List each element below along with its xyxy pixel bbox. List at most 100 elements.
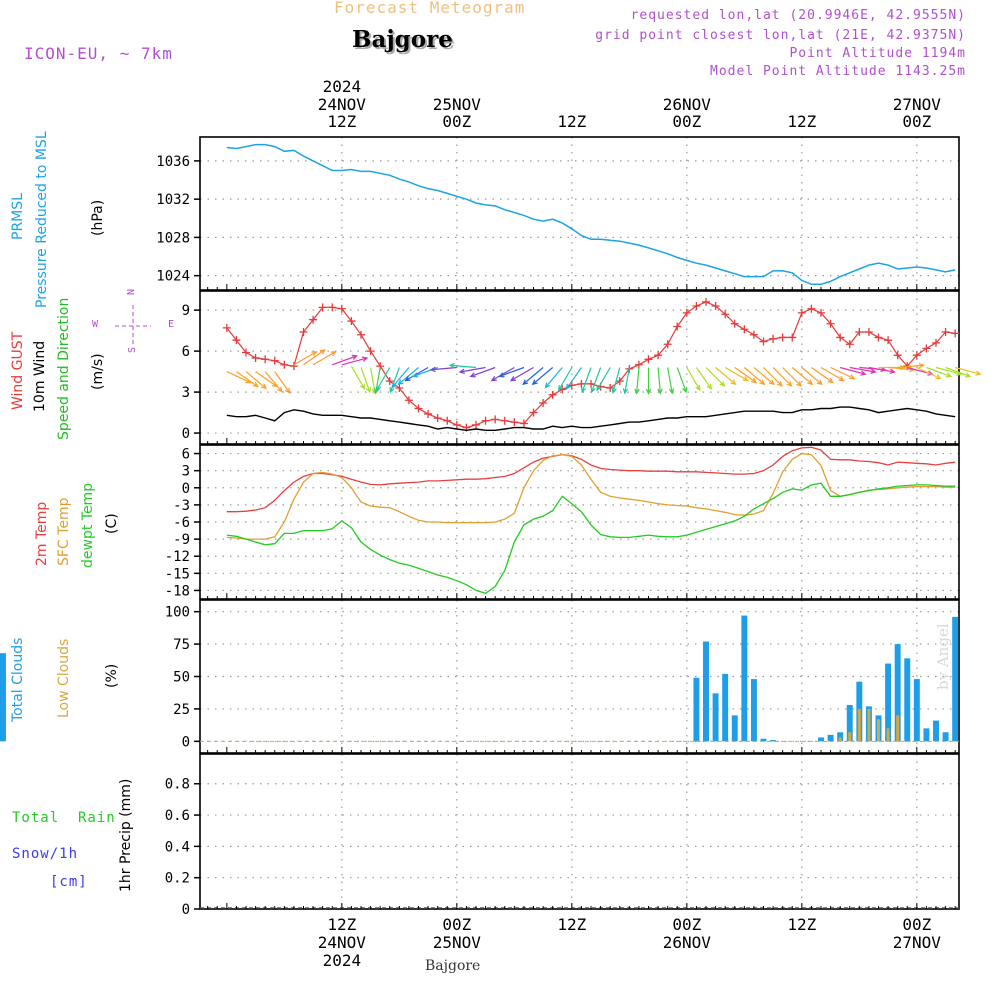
wind-arrow bbox=[581, 367, 592, 394]
gust-point bbox=[385, 377, 394, 386]
y-tick-label: 1024 bbox=[156, 269, 190, 285]
wind-arrow bbox=[849, 366, 877, 374]
bottom-hour-label: 12Z bbox=[787, 915, 816, 934]
gust-point bbox=[855, 327, 864, 336]
gust-point bbox=[404, 396, 413, 405]
footer-location: Bajgore bbox=[425, 958, 481, 974]
bottom-date-label: 27NOV bbox=[893, 933, 942, 952]
y-tick-label: 0.4 bbox=[165, 839, 190, 855]
precip-axis-title: 1hr Precip (mm) bbox=[118, 778, 134, 892]
sfc-temp-line bbox=[226, 452, 956, 540]
wind-arrow bbox=[840, 366, 867, 376]
gust-point bbox=[424, 409, 433, 418]
wind-arrow bbox=[531, 367, 554, 386]
total-cloud-bar bbox=[846, 705, 853, 742]
gust-point bbox=[443, 416, 452, 425]
wind-arrow bbox=[448, 362, 477, 369]
location-title: Bajgore bbox=[352, 26, 453, 53]
gust-point bbox=[366, 347, 375, 356]
gust-point bbox=[519, 419, 528, 428]
wind-arrow bbox=[657, 367, 663, 395]
y-tick-label: 0.6 bbox=[165, 808, 190, 824]
gust-point bbox=[587, 379, 595, 388]
gust-line bbox=[226, 301, 956, 429]
panel-frames bbox=[199, 136, 960, 910]
total-cloud-bar bbox=[703, 641, 709, 742]
total-cloud-bar bbox=[770, 740, 777, 742]
snow-unit-label: [cm] bbox=[50, 874, 88, 890]
wind-10m-title: 10m Wind bbox=[32, 340, 48, 412]
gust-point bbox=[912, 351, 921, 360]
low-cloud-bar bbox=[867, 708, 871, 742]
low-cloud-bar bbox=[848, 732, 852, 742]
y-tick-label: -3 bbox=[173, 498, 190, 514]
snow-label: Snow/1h bbox=[12, 846, 79, 862]
low-cloud-bar bbox=[896, 715, 900, 742]
gust-point bbox=[759, 337, 768, 346]
y-tick-label: -6 bbox=[173, 515, 190, 531]
y-tick-label: 0.2 bbox=[165, 871, 190, 887]
top-date-label: 24NOV bbox=[318, 95, 367, 114]
bottom-date-label: 24NOV bbox=[318, 933, 367, 952]
gust-point bbox=[280, 360, 289, 369]
gust-point bbox=[893, 351, 902, 360]
pressure-title-a: PRMSL bbox=[10, 193, 26, 240]
total-cloud-bar bbox=[952, 616, 959, 742]
compass-s: S bbox=[127, 345, 139, 354]
gust-point bbox=[357, 330, 365, 339]
gust-point bbox=[452, 420, 461, 429]
wind-arrow bbox=[245, 371, 267, 390]
gust-point bbox=[682, 308, 691, 317]
top-hour-label: 12Z bbox=[557, 112, 586, 131]
total-cloud-bar bbox=[894, 644, 901, 742]
tick-layer: 10241028103210360369630-3-6-9-12-15-1802… bbox=[156, 77, 956, 970]
wind-arrow bbox=[916, 366, 942, 380]
wind-arrow bbox=[743, 367, 766, 386]
dewpt-temp-title: dewpt Temp bbox=[80, 482, 96, 568]
wind-arrow bbox=[498, 366, 525, 378]
y-tick-label: 0 bbox=[182, 426, 190, 442]
gust-point bbox=[414, 404, 423, 413]
total-cloud-bar bbox=[913, 679, 920, 742]
bottom-hour-label: 00Z bbox=[902, 915, 931, 934]
wind-arrow bbox=[811, 367, 834, 384]
low-cloud-bar bbox=[857, 708, 861, 742]
gust-point bbox=[548, 390, 557, 399]
gust-point bbox=[299, 327, 308, 336]
total-cloud-bar bbox=[818, 737, 824, 742]
wind-arrow bbox=[293, 351, 318, 366]
gust-point bbox=[769, 334, 778, 343]
gust-point bbox=[328, 303, 337, 312]
wind-arrow bbox=[376, 367, 391, 392]
gust-point bbox=[826, 319, 835, 328]
wind-arrow bbox=[667, 367, 675, 395]
panel-frame-5 bbox=[199, 753, 960, 910]
y-tick-label: 3 bbox=[182, 464, 190, 480]
gust-point bbox=[337, 304, 346, 313]
gust-point bbox=[510, 418, 519, 427]
y-tick-label: 25 bbox=[173, 702, 190, 718]
gust-point bbox=[644, 355, 653, 364]
gust-point bbox=[347, 317, 356, 326]
top-date-label: 25NOV bbox=[433, 95, 482, 114]
gust-point bbox=[222, 323, 231, 332]
bottom-hour-label: 00Z bbox=[442, 915, 471, 934]
wind-arrow bbox=[391, 367, 410, 389]
wind-arrow bbox=[490, 366, 515, 382]
gust-point bbox=[922, 344, 931, 353]
wind-arrow bbox=[715, 367, 737, 386]
watermark: by Angel bbox=[934, 623, 952, 690]
gust-point bbox=[318, 303, 327, 312]
gust-point bbox=[884, 336, 893, 345]
wind-arrow bbox=[645, 367, 652, 395]
low-cloud-bar bbox=[838, 737, 842, 742]
wind-arrow bbox=[801, 367, 823, 386]
gust-point bbox=[702, 297, 710, 306]
bottom-hour-label: 00Z bbox=[672, 915, 701, 934]
y-tick-label: -12 bbox=[165, 549, 190, 565]
gust-point bbox=[309, 315, 318, 324]
gust-point bbox=[289, 362, 298, 371]
wind-arrow bbox=[565, 367, 582, 390]
temp2m-line bbox=[226, 446, 956, 513]
total-cloud-bar bbox=[942, 732, 949, 742]
